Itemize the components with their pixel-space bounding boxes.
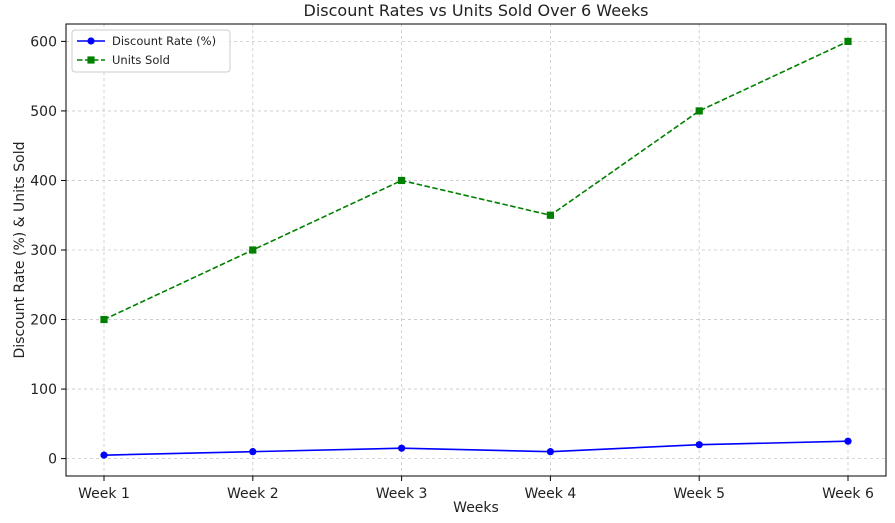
y-tick-label: 500 <box>30 104 57 120</box>
x-tick-label: Week 1 <box>78 486 130 502</box>
y-axis-title: Discount Rate (%) & Units Sold <box>12 142 28 359</box>
legend-label-discount-rate: Discount Rate (%) <box>112 34 216 48</box>
y-tick-label: 0 <box>48 452 57 468</box>
legend-entry-units-sold: Units Sold <box>77 53 170 67</box>
data-point-discount-rate <box>398 444 406 452</box>
data-point-units-sold <box>249 246 257 254</box>
x-tick-label: Week 2 <box>227 486 279 502</box>
grid <box>66 24 886 476</box>
series-units-sold <box>100 37 852 324</box>
x-tick-label: Week 4 <box>525 486 577 502</box>
series-discount-rate <box>100 437 852 459</box>
ticks: Week 1 Week 2 Week 3 Week 4 Week 5 Week 6 0 100… <box>30 34 874 502</box>
series <box>100 37 852 459</box>
data-point-discount-rate <box>844 437 852 445</box>
legend-marker-discount-rate <box>87 37 95 45</box>
legend-marker-units-sold <box>87 56 95 64</box>
x-axis-title: Weeks <box>453 500 499 516</box>
data-point-units-sold <box>695 107 703 115</box>
data-point-discount-rate <box>695 441 703 449</box>
x-tick-label: Week 6 <box>822 486 874 502</box>
data-point-units-sold <box>546 211 554 219</box>
data-point-units-sold <box>398 176 406 185</box>
legend-label-units-sold: Units Sold <box>112 53 170 67</box>
series-line-units-sold <box>103 40 849 321</box>
x-tick-label: Week 3 <box>376 486 428 502</box>
y-tick-label: 200 <box>30 313 57 329</box>
data-point-discount-rate <box>546 448 555 456</box>
data-point-units-sold <box>844 37 852 45</box>
y-tick-label: 400 <box>30 173 57 189</box>
y-tick-label: 100 <box>30 382 57 398</box>
legend: Discount Rate (%) Units Sold <box>71 29 231 73</box>
data-point-discount-rate <box>249 448 257 456</box>
x-tick-label: Week 5 <box>673 486 725 502</box>
y-tick-label: 600 <box>30 34 57 50</box>
chart-title: Discount Rates vs Units Sold Over 6 Week… <box>304 1 649 20</box>
data-point-units-sold <box>100 315 108 324</box>
y-tick-label: 300 <box>30 243 57 259</box>
legend-entry-discount-rate: Discount Rate (%) <box>77 34 216 48</box>
series-line-discount-rate <box>103 440 849 456</box>
data-point-discount-rate <box>100 451 108 459</box>
legend-box <box>71 29 231 73</box>
